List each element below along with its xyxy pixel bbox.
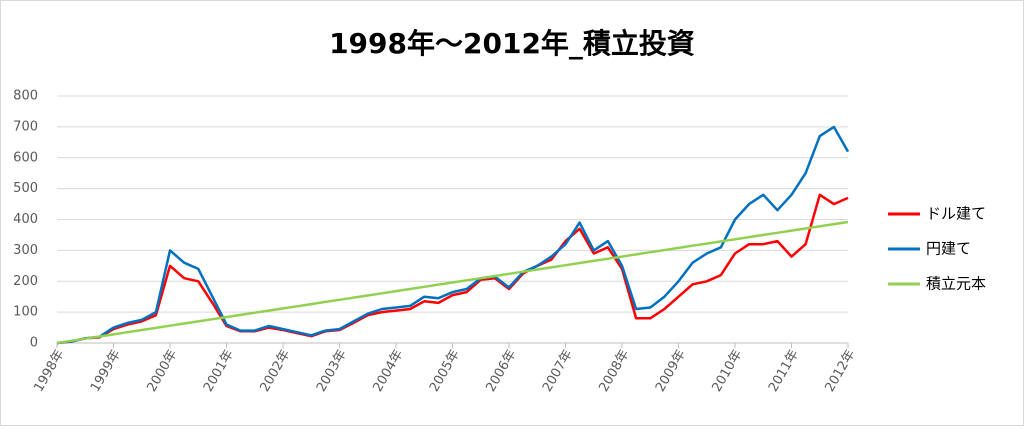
chart-title: 1998年～2012年_積立投資 <box>329 27 695 60</box>
series-line <box>56 125 850 345</box>
y-tick-label: 300 <box>13 243 38 258</box>
y-tick-label: 600 <box>13 150 38 165</box>
y-tick-label: 400 <box>13 212 38 227</box>
legend-label: ドル建て <box>926 205 986 223</box>
legend-label: 積立元本 <box>926 275 986 293</box>
y-tick-label: 200 <box>13 274 38 289</box>
y-tick-label: 700 <box>13 119 38 134</box>
y-tick-label: 800 <box>13 89 38 104</box>
legend-label: 円建て <box>926 240 971 258</box>
y-tick-label: 500 <box>13 181 38 196</box>
y-tick-label: 100 <box>13 305 38 320</box>
y-tick-label: 0 <box>30 336 38 351</box>
series-line <box>56 220 849 345</box>
series-line <box>56 193 849 345</box>
